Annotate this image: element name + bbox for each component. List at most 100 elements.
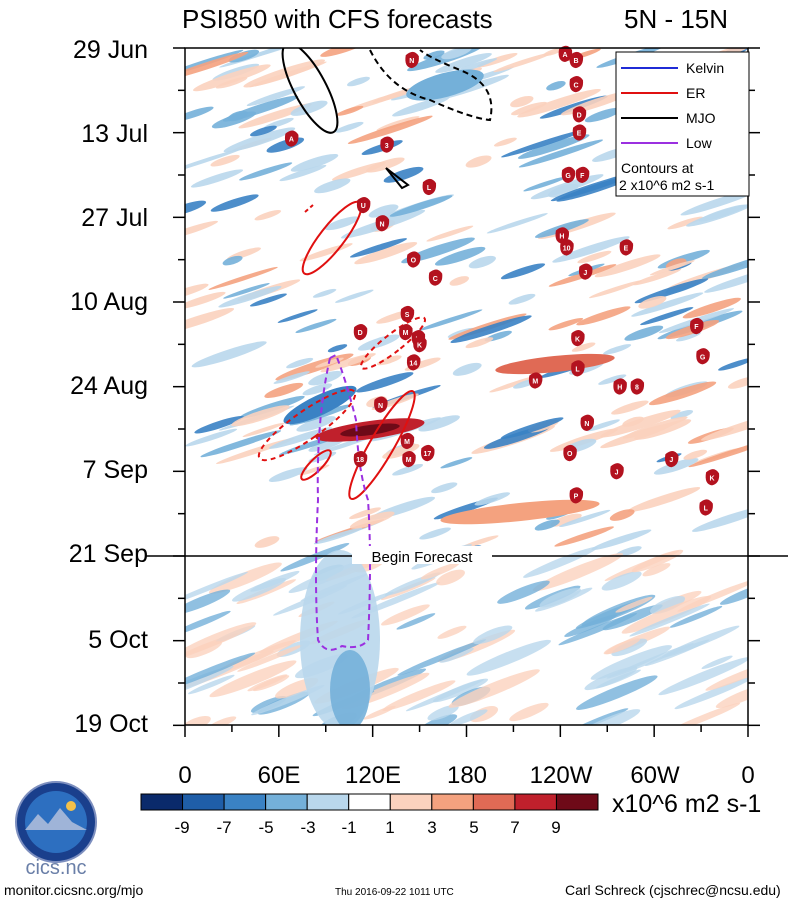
contour-fill: [418, 415, 460, 432]
contour-fill: [450, 315, 532, 343]
storm-symbol: [696, 348, 710, 365]
contour-fill: [336, 105, 364, 116]
storm-marker: K: [571, 330, 585, 347]
storm-label: 10: [563, 246, 571, 253]
contour-fill: [222, 255, 243, 266]
storm-marker: P: [569, 487, 584, 504]
colorbar-label: -3: [300, 818, 316, 837]
storm-symbol: [705, 469, 720, 486]
contour-fill: [210, 154, 240, 167]
contour-fill: [324, 216, 360, 231]
y-tick-label: 29 Jun: [72, 36, 148, 64]
contour-fill: [210, 194, 259, 212]
contour-fill: [405, 679, 485, 712]
contour-fill: [509, 702, 549, 722]
colorbar-label: -9: [174, 818, 190, 837]
colorbar-cell: [306, 793, 350, 811]
contour-fill: [237, 644, 304, 672]
contour-fill: [389, 195, 453, 217]
contour-fill: [295, 318, 337, 333]
storm-label: 8: [635, 385, 639, 392]
storm-marker: N: [375, 215, 390, 232]
contour-fill: [188, 674, 235, 695]
contour-fill: [382, 680, 456, 711]
storm-label: 3: [385, 143, 389, 150]
storm-marker: L: [571, 360, 585, 377]
contour-fill: [501, 129, 585, 158]
contour-fill: [435, 52, 492, 73]
contour-fill: [584, 666, 638, 691]
contour-fill: [185, 220, 218, 241]
contour-fill: [194, 415, 244, 434]
contour-fill: [268, 467, 308, 482]
storm-symbol: [284, 130, 299, 147]
colorbar-cell: [140, 793, 184, 811]
contour-fill: [335, 121, 364, 133]
legend-label: ER: [686, 85, 705, 101]
contour-fill: [423, 50, 445, 60]
contour-fill: [419, 714, 458, 725]
contour-fill: [251, 685, 325, 716]
contour-fill: [577, 250, 612, 264]
contour-fill: [662, 625, 740, 658]
contour-fill: [511, 101, 547, 116]
contour-fill: [228, 49, 260, 63]
er-contour: [300, 449, 332, 481]
contour-fill: [368, 204, 399, 218]
footer-url[interactable]: monitor.cicsnc.org/mjo: [4, 882, 144, 898]
contour-fill: [222, 95, 299, 122]
er-contour-dashed: [257, 388, 357, 462]
storm-marker: F: [575, 166, 590, 183]
contour-fill: [727, 376, 748, 389]
y-tick-label: 27 Jul: [81, 204, 148, 232]
storm-marker: D: [353, 323, 368, 341]
storm-marker: M: [400, 432, 415, 450]
storm-label: M: [532, 379, 538, 386]
storm-label: G: [700, 354, 706, 361]
contour-fill: [603, 638, 641, 655]
contour-fill: [510, 95, 534, 108]
contour-fill: [223, 127, 296, 153]
colorbar-cell: [182, 793, 225, 811]
mjo-contour-dashed: [369, 49, 493, 122]
mjo-contour: [385, 167, 410, 190]
storm-label: M: [404, 439, 410, 446]
storm-marker: A: [558, 45, 573, 63]
contour-fill: [249, 293, 287, 307]
storm-symbol: [400, 432, 415, 450]
storm-marker: 3: [380, 136, 394, 153]
contour-fill: [534, 519, 560, 531]
storm-label: K: [575, 336, 580, 343]
storm-marker: B: [569, 51, 584, 69]
contour-fill: [347, 115, 433, 144]
storm-label: U: [361, 203, 366, 210]
storm-symbol: [380, 136, 394, 153]
contour-fill: [223, 283, 270, 299]
storm-marker: H: [613, 378, 627, 395]
er-contour-dashed: [304, 204, 314, 213]
contour-fill: [701, 655, 733, 670]
storm-marker: 8: [630, 378, 645, 395]
contour-fill: [576, 306, 631, 326]
contour-fill: [452, 362, 482, 376]
colorbar-units: x10^6 m2 s-1: [612, 790, 762, 818]
forecast-label: Begin Forecast: [372, 549, 474, 566]
low-frequency-contour: [315, 353, 371, 651]
contour-fill: [676, 332, 701, 342]
contour-fill: [200, 430, 282, 458]
contour-fill: [586, 419, 620, 432]
storm-symbol: [558, 45, 573, 63]
colorbar-label: -7: [216, 818, 232, 837]
contour-fill: [335, 289, 374, 303]
x-tick-label: 120E: [344, 762, 402, 789]
storm-marker: C: [569, 76, 584, 93]
contour-fill: [419, 527, 451, 540]
contour-fill: [185, 571, 248, 606]
x-tick-label: 60W: [630, 762, 680, 789]
x-tick-label: 0: [741, 762, 755, 789]
contour-fill: [569, 708, 629, 725]
x-tick-label: 120W: [529, 762, 593, 789]
storm-label: C: [433, 276, 438, 283]
storm-marker: H: [555, 227, 570, 244]
contour-fill: [579, 709, 641, 725]
